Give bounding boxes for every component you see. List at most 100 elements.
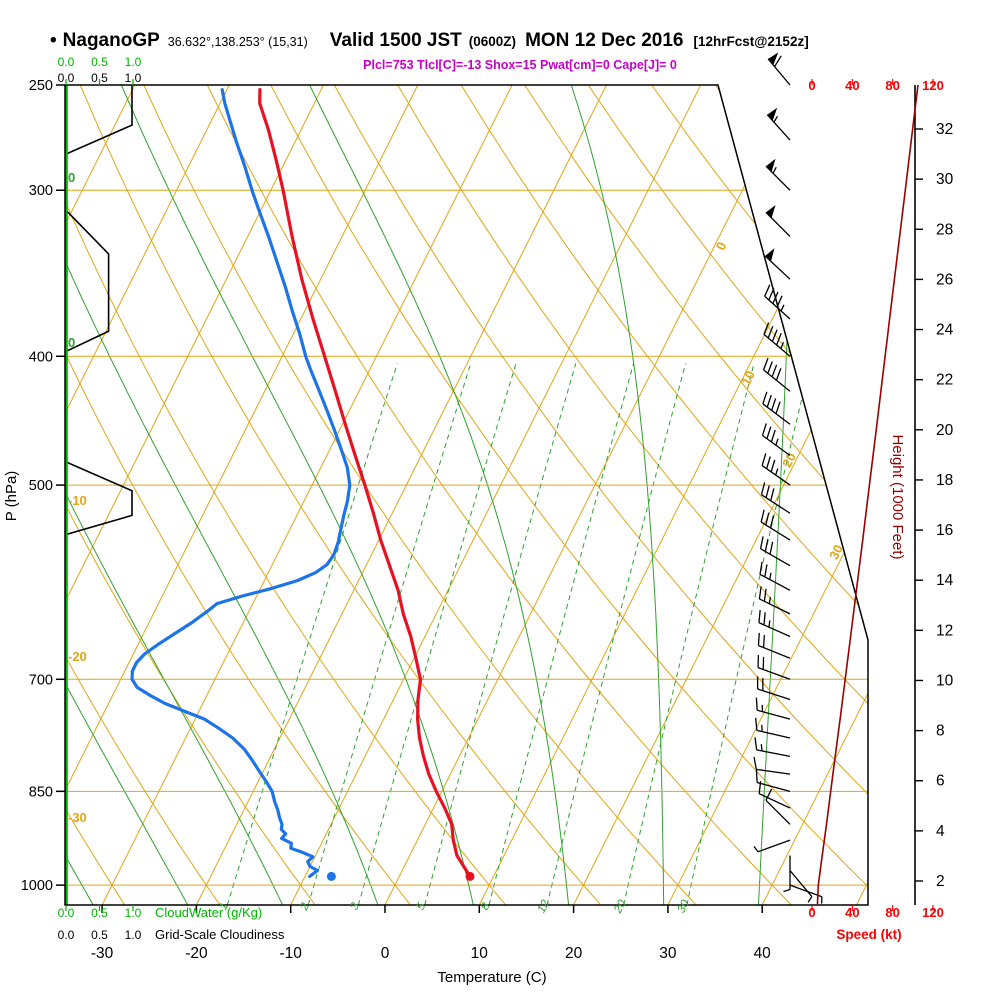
svg-text:24: 24 [936, 322, 954, 339]
obs-time-z: (0600Z) [468, 34, 517, 49]
svg-text:4: 4 [936, 823, 945, 840]
svg-text:250: 250 [29, 78, 53, 94]
svg-text:8: 8 [479, 901, 493, 913]
svg-text:0: 0 [808, 905, 815, 920]
svg-text:1: 1 [217, 901, 231, 912]
wind-barbs [753, 52, 823, 904]
svg-text:120: 120 [922, 78, 944, 93]
svg-text:CloudWater (g/Kg): CloudWater (g/Kg) [155, 905, 262, 920]
svg-text:0: 0 [808, 78, 815, 93]
svg-text:20: 20 [936, 422, 954, 439]
svg-text:1.0: 1.0 [125, 928, 142, 942]
svg-text:30: 30 [826, 542, 846, 562]
svg-text:Speed (kt): Speed (kt) [836, 927, 901, 942]
svg-text:2: 2 [936, 873, 945, 890]
svg-text:0.0: 0.0 [58, 71, 75, 85]
cloud-scales: 0.0 0.0 0.0 0.0 0.5 0.5 0.5 0.5 1.0 1.0 1.0 1.0 Clou… [58, 55, 285, 942]
svg-text:0: 0 [68, 170, 75, 185]
svg-text:20: 20 [565, 945, 583, 962]
sounding-params: Plcl=753 Tlcl[C]=-13 Shox=15 Pwat[cm]=0 … [363, 58, 677, 72]
svg-text:22: 22 [936, 372, 953, 389]
pressure-gridlines [65, 85, 868, 886]
speed-axis: 0 0 40 40 80 80 120 120 Speed (kt) [808, 78, 943, 942]
svg-text:120: 120 [922, 905, 944, 920]
svg-text:400: 400 [29, 349, 53, 365]
svg-text:80: 80 [885, 78, 899, 93]
svg-text:30: 30 [675, 898, 692, 915]
height-curve [816, 84, 919, 906]
dry-adiabats [65, 85, 868, 905]
valid-date: MON 12 Dec 2016 [525, 30, 684, 51]
svg-text:26: 26 [936, 271, 953, 288]
svg-text:6: 6 [936, 773, 945, 790]
svg-text:16: 16 [936, 522, 953, 539]
svg-text:500: 500 [29, 478, 53, 494]
svg-text:1000: 1000 [21, 878, 53, 894]
svg-text:-30: -30 [68, 810, 87, 825]
svg-text:12: 12 [936, 622, 953, 639]
svg-text:0.0: 0.0 [58, 928, 75, 942]
plot-border [64, 84, 869, 906]
svg-text:80: 80 [885, 905, 899, 920]
forecast-ref: [12hrFcst@2152z] [693, 34, 809, 49]
svg-text:-30: -30 [91, 945, 114, 962]
svg-text:8: 8 [936, 723, 945, 740]
chart-header: • NaganoGP 36.632°,138.253° (15,31) Vali… [50, 30, 809, 52]
svg-text:0.5: 0.5 [91, 71, 108, 85]
svg-text:1.0: 1.0 [125, 906, 142, 920]
svg-text:20: 20 [612, 898, 629, 916]
svg-text:3: 3 [348, 901, 362, 913]
isotherms [65, 85, 868, 905]
svg-text:0: 0 [68, 335, 75, 350]
svg-text:Temperature (C): Temperature (C) [437, 969, 546, 986]
svg-text:32: 32 [936, 121, 953, 138]
svg-text:Grid-Scale Cloudiness: Grid-Scale Cloudiness [155, 927, 285, 942]
svg-text:850: 850 [29, 784, 53, 800]
svg-text:0.5: 0.5 [91, 55, 108, 69]
dewpoint-curve [130, 88, 352, 881]
svg-text:14: 14 [936, 572, 954, 589]
station-name: NaganoGP [62, 30, 160, 51]
svg-text:5: 5 [415, 901, 429, 913]
skewt-grid [65, 85, 868, 905]
moist-adiabats [65, 85, 794, 905]
svg-text:40: 40 [845, 905, 859, 920]
svg-text:-10: -10 [68, 493, 87, 508]
temperature-curve [258, 88, 475, 881]
svg-text:0.0: 0.0 [58, 55, 75, 69]
svg-text:10: 10 [738, 368, 758, 388]
svg-text:18: 18 [936, 472, 953, 489]
svg-text:10: 10 [936, 672, 954, 689]
svg-text:Height (1000 Feet): Height (1000 Feet) [889, 434, 906, 559]
svg-text:0.5: 0.5 [91, 906, 108, 920]
svg-text:300: 300 [29, 183, 53, 199]
svg-text:-20: -20 [185, 945, 208, 962]
valid-time: Valid 1500 JST [329, 30, 462, 51]
svg-text:40: 40 [754, 945, 772, 962]
station-coords: 36.632°,138.253° (15,31) [167, 35, 308, 49]
svg-text:700: 700 [29, 672, 53, 688]
cloudiness-profile [65, 85, 133, 905]
svg-text:2: 2 [298, 900, 312, 913]
svg-text:0.5: 0.5 [91, 928, 108, 942]
svg-text:-20: -20 [68, 649, 87, 664]
svg-text:30: 30 [936, 171, 954, 188]
station-bullet-icon: • [50, 30, 57, 51]
mixing-ratio-lines [226, 363, 811, 905]
svg-text:10: 10 [471, 945, 489, 962]
svg-text:1.0: 1.0 [125, 71, 142, 85]
svg-text:0.0: 0.0 [58, 906, 75, 920]
svg-text:30: 30 [659, 945, 677, 962]
svg-text:0: 0 [713, 239, 730, 252]
svg-text:-10: -10 [279, 945, 302, 962]
svg-text:20: 20 [779, 450, 799, 470]
svg-text:1.0: 1.0 [125, 55, 142, 69]
svg-text:12: 12 [536, 898, 553, 915]
svg-text:28: 28 [936, 221, 953, 238]
svg-text:0: 0 [381, 945, 390, 962]
